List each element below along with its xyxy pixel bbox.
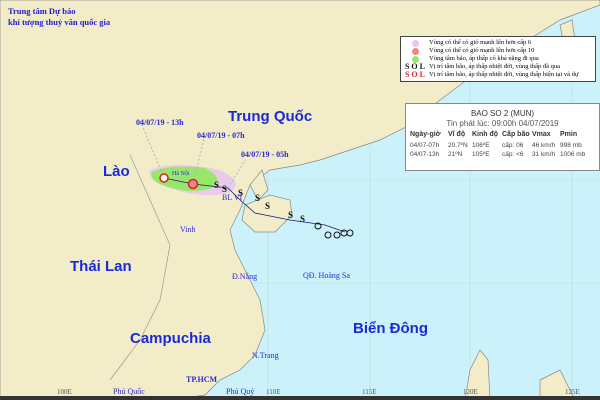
- city-phuquoc: Phú Quốc: [113, 387, 145, 396]
- city-nhatrang: N.Trang: [252, 351, 279, 360]
- leizhou: [249, 169, 269, 201]
- legend-label: Vùng có thể có gió mạnh lên hơn cấp 6: [429, 39, 532, 46]
- legend-row: Vùng có thể có gió mạnh lên hơn cấp 10: [401, 47, 595, 55]
- cell: 31 km/h: [532, 151, 556, 158]
- cell: 21ºN: [448, 151, 463, 158]
- legend-swatch-level6: [411, 39, 419, 47]
- philippines: [464, 349, 491, 400]
- label-china: Trung Quốc: [228, 108, 313, 125]
- col-header: Ngày-giờ: [410, 131, 441, 138]
- city-danang: Đ.Nẵng: [232, 272, 258, 281]
- past-positions: S S S SSS S: [214, 180, 305, 224]
- longitude-label: 100E: [57, 388, 72, 396]
- label-laos: Lào: [103, 163, 130, 180]
- issued-time: Tin phát lúc: 09:00h 04/07/2019: [446, 119, 559, 128]
- longitude-label: 115E: [362, 388, 377, 396]
- legend-label: Vị trí tâm bão, áp thấp nhiệt đới, vùng …: [429, 71, 579, 78]
- org-line1: Trung tâm Dự báo: [8, 6, 76, 16]
- storm-info-panel: BAO SO 2 (MUN) Tin phát lúc: 09:00h 04/0…: [405, 103, 600, 171]
- time-label: 04/07/19 - 05h: [241, 150, 289, 159]
- city-hanoi: Hà Nội: [172, 171, 190, 177]
- cell: 998 mb: [560, 142, 582, 149]
- cell: cấp: 06: [502, 142, 524, 149]
- label-bien-dong: Biển Đông: [353, 320, 428, 337]
- org-name: Trung tâm Dự báo khí tượng thuỷ văn quốc…: [8, 6, 110, 28]
- hainan: [241, 194, 293, 233]
- current-forecast-positions: [159, 173, 199, 190]
- storm-title: BAO SO 2 (MUN): [470, 109, 535, 118]
- city-bachlongvi: BL VI: [222, 193, 243, 202]
- svg-text:S: S: [222, 184, 227, 194]
- svg-text:S: S: [255, 193, 260, 203]
- svg-text:S: S: [214, 180, 219, 190]
- legend-swatch-level10: [411, 47, 419, 55]
- svg-text:S: S: [300, 214, 305, 224]
- city-vinh: Vinh: [180, 225, 196, 234]
- info-header-row: Ngày-giờ Vĩ độ Kinh độ Cấp bão Vmax Pmin: [410, 131, 592, 138]
- legend-swatch-center-zone: [411, 55, 419, 63]
- svg-text:S: S: [288, 210, 293, 220]
- storm-track: [139, 119, 346, 233]
- cell: 20.7ºN: [448, 142, 468, 149]
- legend-past-symbols-icon: S O L: [404, 62, 425, 71]
- legend-row: S O L Vị trí tâm bão, áp thấp nhiệt đới,…: [401, 71, 595, 79]
- legend-row: Vùng có thể có gió mạnh lên hơn cấp 6: [401, 39, 595, 47]
- cell: 04/07-13h: [410, 151, 440, 158]
- legend-row: Vùng tâm bão, áp thấp có khả năng đi qua: [401, 55, 595, 63]
- col-header: Pmin: [560, 131, 578, 138]
- info-row: 04/07-07h 20.7ºN 106ºE cấp: 06 46 km/h 998 mb: [410, 142, 592, 149]
- city-hoangsa: QĐ. Hoàng Sa: [303, 271, 350, 280]
- city-hcm: TP.HCM: [186, 375, 218, 384]
- cell: cấp: <6: [502, 151, 524, 158]
- svg-text:S: S: [238, 188, 243, 198]
- cell: 106ºE: [472, 142, 490, 149]
- legend-label: Vùng có thể có gió mạnh lên hơn cấp 10: [429, 47, 535, 54]
- cell: 105ºE: [472, 151, 490, 158]
- col-header: Vĩ độ: [448, 131, 466, 138]
- label-thailand: Thái Lan: [70, 258, 132, 275]
- cell: 04/07-07h: [410, 142, 440, 149]
- legend-row: S O L Vị trí tâm bão, áp thấp nhiệt đới,…: [401, 63, 595, 71]
- info-row: 04/07-13h 21ºN 105ºE cấp: <6 31 km/h 1006 mb: [410, 151, 592, 158]
- col-header: Kinh độ: [472, 131, 499, 138]
- col-header: Cấp bão: [502, 131, 530, 138]
- legend-current-symbols-icon: S O L: [404, 70, 425, 79]
- time-label: 04/07/19 - 07h: [197, 131, 245, 140]
- svg-text:S: S: [265, 201, 270, 211]
- time-label: 04/07/19 - 13h: [136, 118, 184, 127]
- past-low-positions: [314, 222, 354, 239]
- legend: Vùng có thể có gió mạnh lên hơn cấp 6 Vù…: [400, 36, 596, 82]
- col-header: Vmax: [532, 131, 551, 138]
- city-phuquy: Phú Quý: [226, 387, 255, 396]
- legend-label: Vùng tâm bão, áp thấp có khả năng đi qua: [429, 55, 539, 62]
- org-line2: khí tượng thuỷ văn quốc gia: [8, 17, 111, 27]
- cell: 1006 mb: [560, 151, 586, 158]
- longitude-label: 110E: [266, 388, 281, 396]
- cell: 46 km/h: [532, 142, 556, 149]
- legend-label: Vị trí tâm bão, áp thấp nhiệt đới, vùng …: [429, 63, 561, 70]
- longitude-label: 125E: [565, 388, 580, 396]
- label-cambodia: Campuchia: [130, 330, 211, 347]
- longitude-label: 120E: [463, 388, 478, 396]
- bottom-border: [0, 396, 600, 400]
